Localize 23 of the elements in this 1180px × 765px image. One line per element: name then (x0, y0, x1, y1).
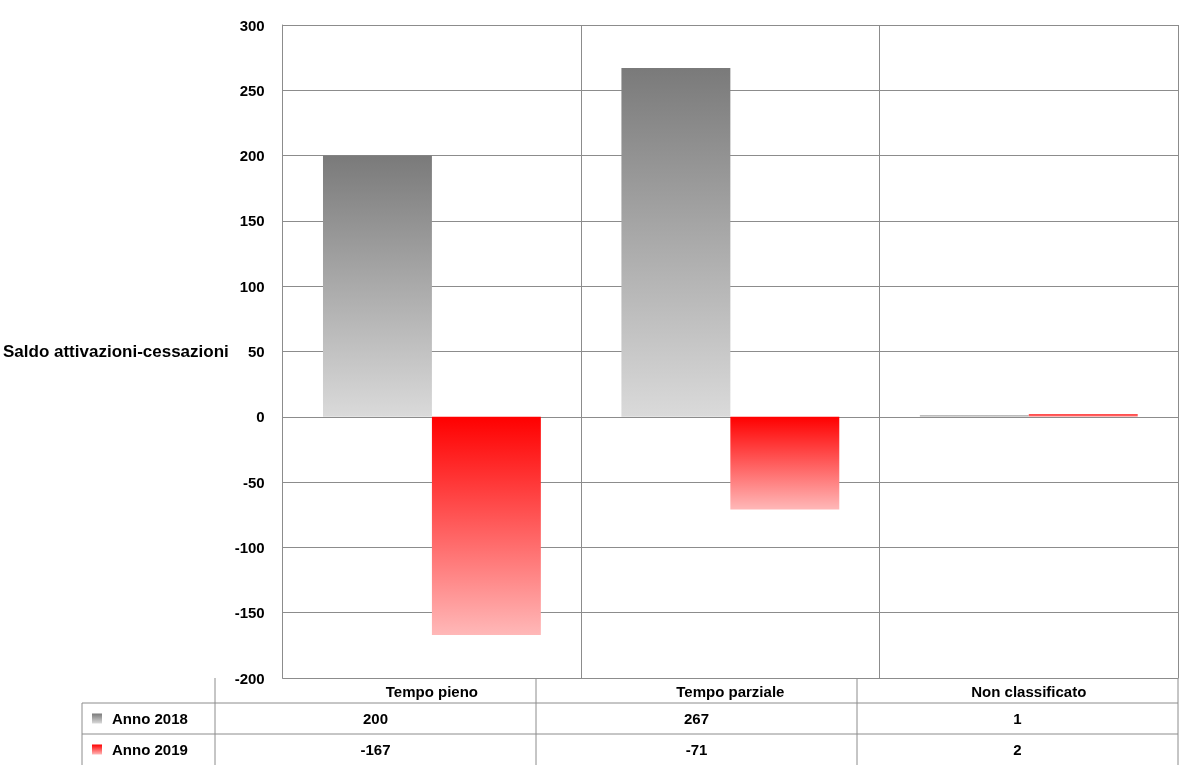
y-tick-label: 150 (239, 212, 265, 230)
data-label: -71 (685, 741, 708, 758)
y-tick-label: 50 (248, 343, 265, 360)
y-tick-label: 100 (239, 277, 265, 295)
data-label: 1 (1013, 710, 1022, 727)
y-tick-label: -100 (234, 538, 265, 556)
data-label: 2 (1013, 741, 1022, 758)
y-tick-label: 250 (239, 81, 265, 99)
data-label: 200 (362, 710, 389, 727)
x-tick-label: Non classificato (971, 683, 1087, 700)
y-tick-label: 200 (239, 147, 265, 165)
y-tick-label: 300 (239, 16, 265, 34)
y-axis-title: Saldo attivazioni-cessazioni (3, 342, 229, 361)
y-tick-label: -200 (234, 669, 265, 687)
y-tick-label: -50 (243, 473, 265, 491)
legend-label: Anno 2019 (112, 741, 188, 758)
x-tick-label: Tempo parziale (676, 683, 785, 700)
legend-label: Anno 2018 (112, 710, 188, 727)
data-label: -167 (360, 741, 391, 758)
y-tick-label: 0 (256, 408, 265, 426)
y-tick-label: -150 (234, 604, 265, 622)
x-tick-label: Tempo pieno (385, 683, 479, 700)
data-label: 267 (683, 710, 710, 727)
